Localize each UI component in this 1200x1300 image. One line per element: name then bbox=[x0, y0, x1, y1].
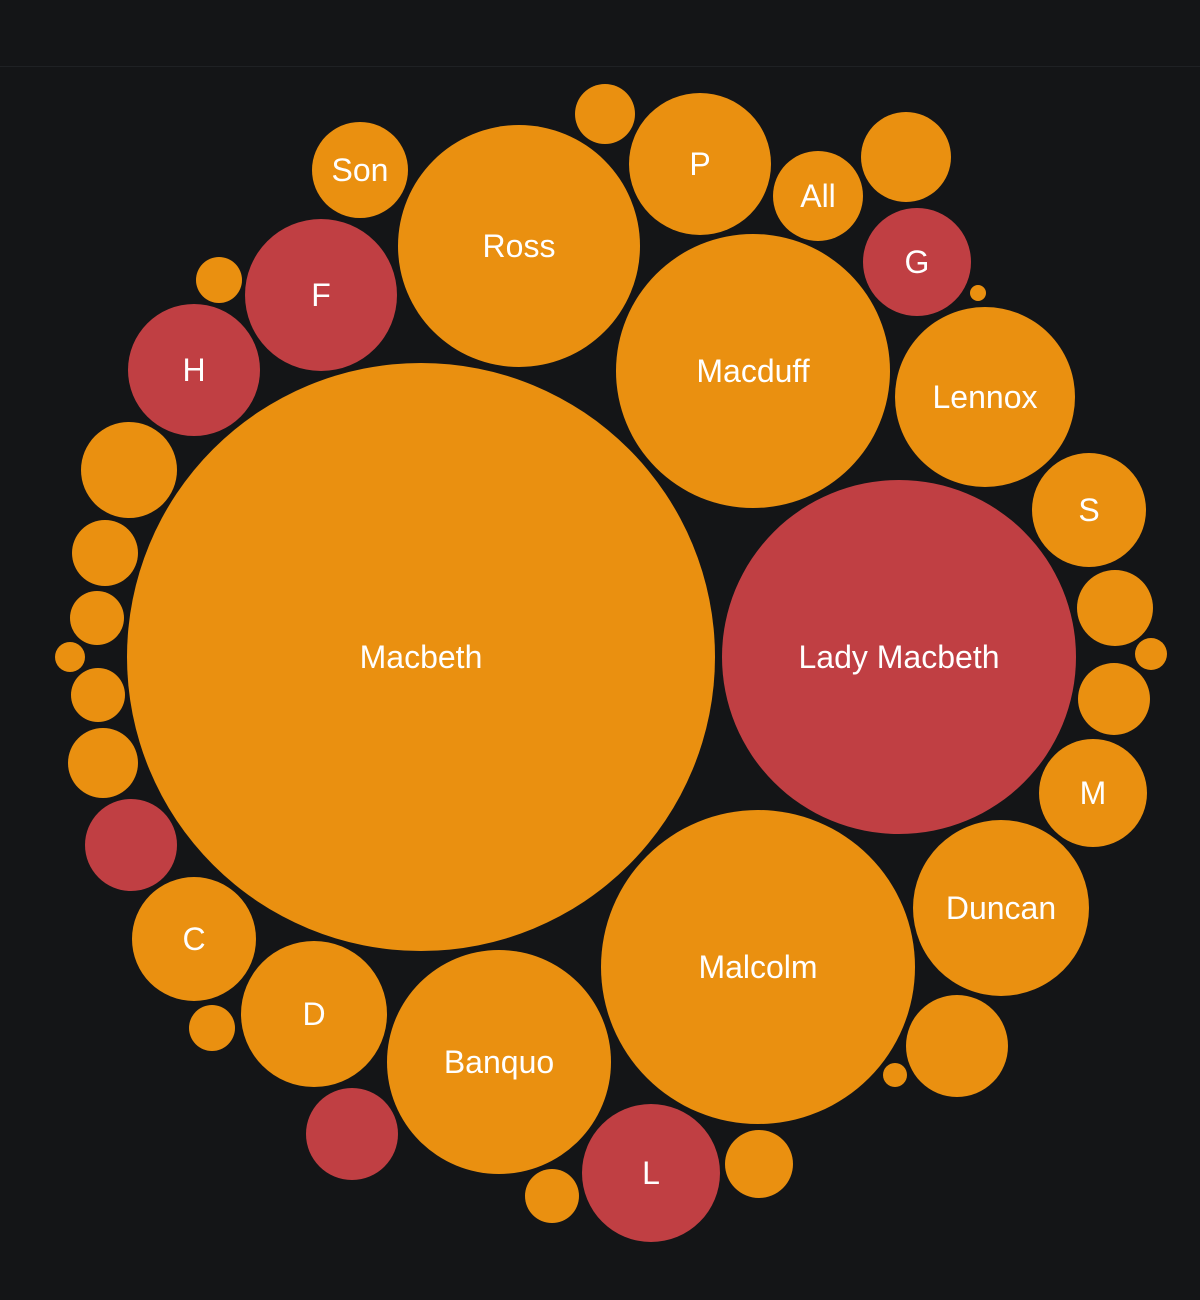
bubble-unlabeled-27[interactable] bbox=[68, 728, 138, 798]
bubble-unlabeled-30[interactable] bbox=[71, 668, 125, 722]
bubble-unlabeled-33[interactable] bbox=[189, 1005, 235, 1051]
bubble-f[interactable] bbox=[245, 219, 397, 371]
bubble-p[interactable] bbox=[629, 93, 771, 235]
bubble-macduff[interactable] bbox=[616, 234, 890, 508]
bubble-ross[interactable] bbox=[398, 125, 640, 367]
bubble-unlabeled-38[interactable] bbox=[970, 285, 986, 301]
bubble-unlabeled-19[interactable] bbox=[906, 995, 1008, 1097]
bubble-c[interactable] bbox=[132, 877, 256, 1001]
bubble-unlabeled-23[interactable] bbox=[81, 422, 177, 518]
bubble-g[interactable] bbox=[863, 208, 971, 316]
bubble-m[interactable] bbox=[1039, 739, 1147, 847]
bubble-unlabeled-28[interactable] bbox=[72, 520, 138, 586]
bubble-unlabeled-32[interactable] bbox=[525, 1169, 579, 1223]
bubble-l[interactable] bbox=[582, 1104, 720, 1242]
bubble-all[interactable] bbox=[773, 151, 863, 241]
bubble-malcolm[interactable] bbox=[601, 810, 915, 1124]
bubble-unlabeled-25[interactable] bbox=[1078, 663, 1150, 735]
bubble-unlabeled-35[interactable] bbox=[1135, 638, 1167, 670]
bubble-group: Macbeth Lady MacbethMalcolmMacduffRossBan… bbox=[55, 84, 1167, 1242]
bubble-unlabeled-37[interactable] bbox=[883, 1063, 907, 1087]
bubble-unlabeled-29[interactable] bbox=[70, 591, 124, 645]
bubble-unlabeled-24[interactable] bbox=[1077, 570, 1153, 646]
bubble-son[interactable] bbox=[312, 122, 408, 218]
bubble-unlabeled-20[interactable] bbox=[861, 112, 951, 202]
bubble-h[interactable] bbox=[128, 304, 260, 436]
bubble-unlabeled-34[interactable] bbox=[196, 257, 242, 303]
bubble-banquo[interactable] bbox=[387, 950, 611, 1174]
bubble-s[interactable] bbox=[1032, 453, 1146, 567]
bubble-unlabeled-21[interactable] bbox=[306, 1088, 398, 1180]
bubble-lennox[interactable] bbox=[895, 307, 1075, 487]
bubble-unlabeled-31[interactable] bbox=[575, 84, 635, 144]
bubble-duncan[interactable] bbox=[913, 820, 1089, 996]
bubble-lady-macbeth[interactable] bbox=[722, 480, 1076, 834]
bubble-unlabeled-36[interactable] bbox=[55, 642, 85, 672]
bubble-macbeth[interactable] bbox=[127, 363, 715, 951]
bubble-unlabeled-22[interactable] bbox=[85, 799, 177, 891]
bubble-unlabeled-26[interactable] bbox=[725, 1130, 793, 1198]
top-bar bbox=[0, 0, 1200, 67]
bubble-d[interactable] bbox=[241, 941, 387, 1087]
